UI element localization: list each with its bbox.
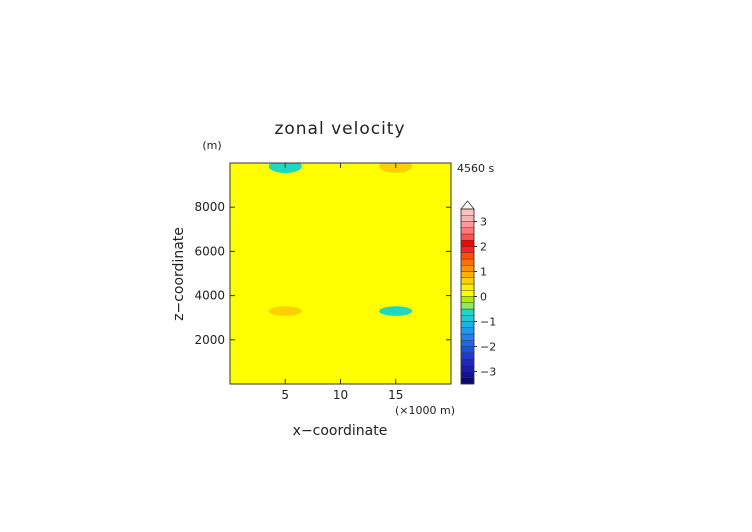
colorbar-tick-label: 2 xyxy=(480,241,487,254)
colorbar-swatch xyxy=(460,377,475,385)
colorbar-swatch xyxy=(460,321,475,328)
colorbar-swatch xyxy=(460,252,475,260)
colorbar-tick-label: 3 xyxy=(480,216,487,229)
contour-region-4 xyxy=(230,201,341,257)
x-tick-label: 5 xyxy=(281,388,289,402)
colorbar-swatch xyxy=(460,246,475,253)
colorbar-swatch xyxy=(460,208,475,216)
colorbar-swatch xyxy=(460,215,475,222)
x-axis-label: x−coordinate xyxy=(293,423,388,439)
colorbar-swatch xyxy=(460,283,475,291)
colorbar-swatch xyxy=(460,346,475,353)
colorbar-swatch xyxy=(460,221,475,228)
contour-region-3 xyxy=(230,256,341,293)
colorbar-swatch xyxy=(460,340,475,347)
velocity-anomaly-2 xyxy=(379,306,413,316)
x-axis: 5 10 15 xyxy=(281,163,403,402)
colorbar-swatch xyxy=(460,352,475,360)
x-tick-label: 15 xyxy=(388,388,403,402)
colorbar-swatch xyxy=(460,315,475,322)
colorbar-swatch xyxy=(460,371,475,378)
colorbar-tick-label: 0 xyxy=(480,291,487,304)
colorbar-swatch xyxy=(460,258,475,266)
colorbar-swatch xyxy=(460,265,475,272)
contour-region-1 xyxy=(230,329,341,384)
colorbar-swatch xyxy=(460,308,475,316)
y-tick-label: 6000 xyxy=(194,244,225,258)
y-axis-label: z−coordinate xyxy=(171,227,187,321)
colorbar-swatch xyxy=(460,227,475,235)
contour-plot-area xyxy=(229,162,452,385)
contour-region-9 xyxy=(340,201,451,257)
y-unit-label: (m) xyxy=(202,139,221,152)
colorbar-tick-label: −2 xyxy=(480,341,496,354)
colorbar-swatch xyxy=(460,290,475,297)
contour-region-8 xyxy=(340,256,451,293)
colorbar-swatch xyxy=(460,271,475,278)
colorbar-tick-label: 1 xyxy=(480,266,487,279)
colorbar-extend-arrow xyxy=(460,200,475,210)
colorbar-swatch xyxy=(460,327,475,335)
colorbar-swatch xyxy=(460,233,475,241)
x-unit-label: (×1000 m) xyxy=(395,404,455,417)
contour-region-6 xyxy=(340,329,451,384)
colorbar-swatch xyxy=(460,277,475,285)
colorbar-swatch xyxy=(460,365,475,372)
y-tick-label: 2000 xyxy=(194,333,225,347)
time-label: 4560 s xyxy=(457,162,494,175)
x-tick-label: 10 xyxy=(333,388,348,402)
y-tick-label: 8000 xyxy=(194,200,225,214)
colorbar-swatch xyxy=(460,333,475,341)
colorbar: −3 −2 −1 0 1 2 3 xyxy=(460,200,496,385)
y-tick-label: 4000 xyxy=(194,289,225,303)
chart-title: zonal velocity xyxy=(274,119,405,139)
y-axis: 2000 4000 6000 8000 xyxy=(194,200,451,347)
colorbar-swatch xyxy=(460,358,475,366)
colorbar-swatch xyxy=(460,296,475,303)
colorbar-swatch xyxy=(460,240,475,247)
velocity-anomaly-1 xyxy=(268,306,302,316)
colorbar-tick-label: −3 xyxy=(480,366,496,379)
colorbar-tick-label: −1 xyxy=(480,316,496,329)
colorbar-swatch xyxy=(460,302,475,310)
